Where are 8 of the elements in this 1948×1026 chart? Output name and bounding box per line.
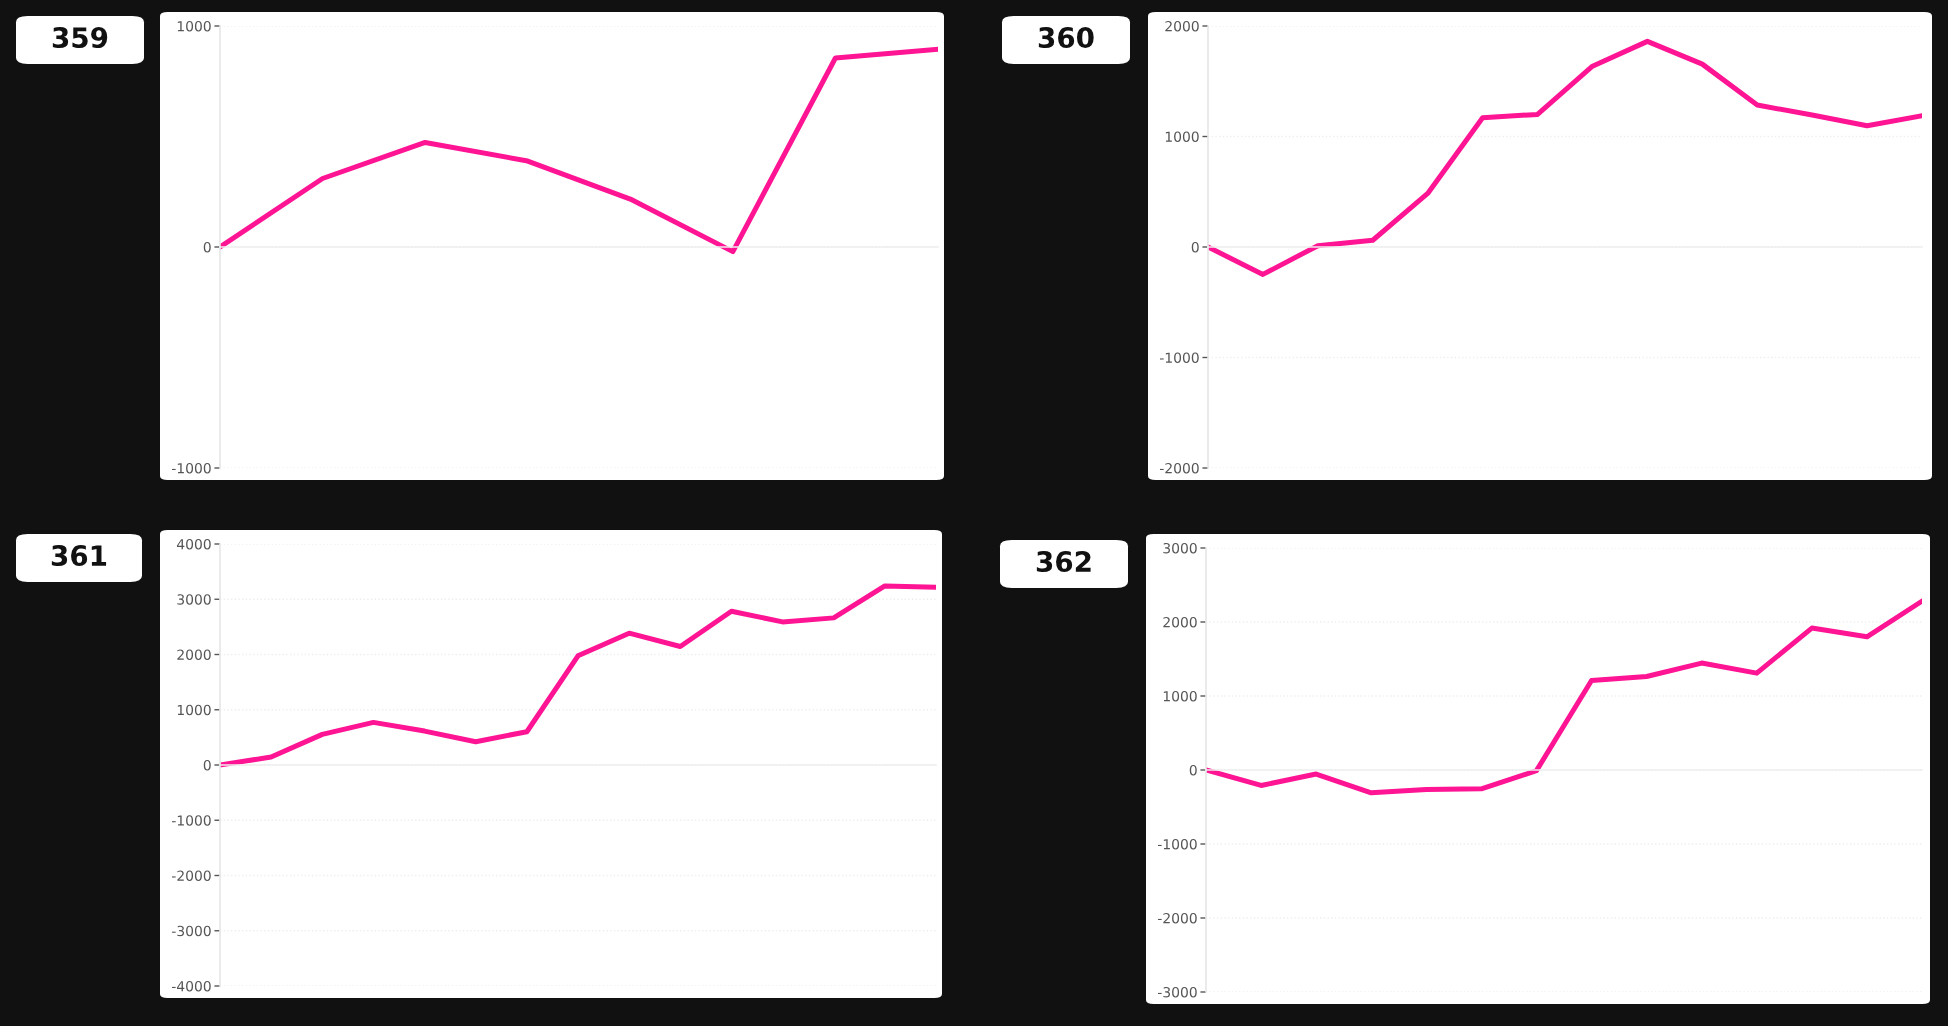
chart-title: 362 [1036,551,1091,573]
line-series [1208,38,1922,277]
line-series [1206,598,1922,796]
chart-title: 359 [52,27,108,49]
chart-title: 361 [51,545,107,567]
line-series [220,583,936,768]
line-series [220,46,938,255]
chart-title: 360 [1038,27,1094,49]
